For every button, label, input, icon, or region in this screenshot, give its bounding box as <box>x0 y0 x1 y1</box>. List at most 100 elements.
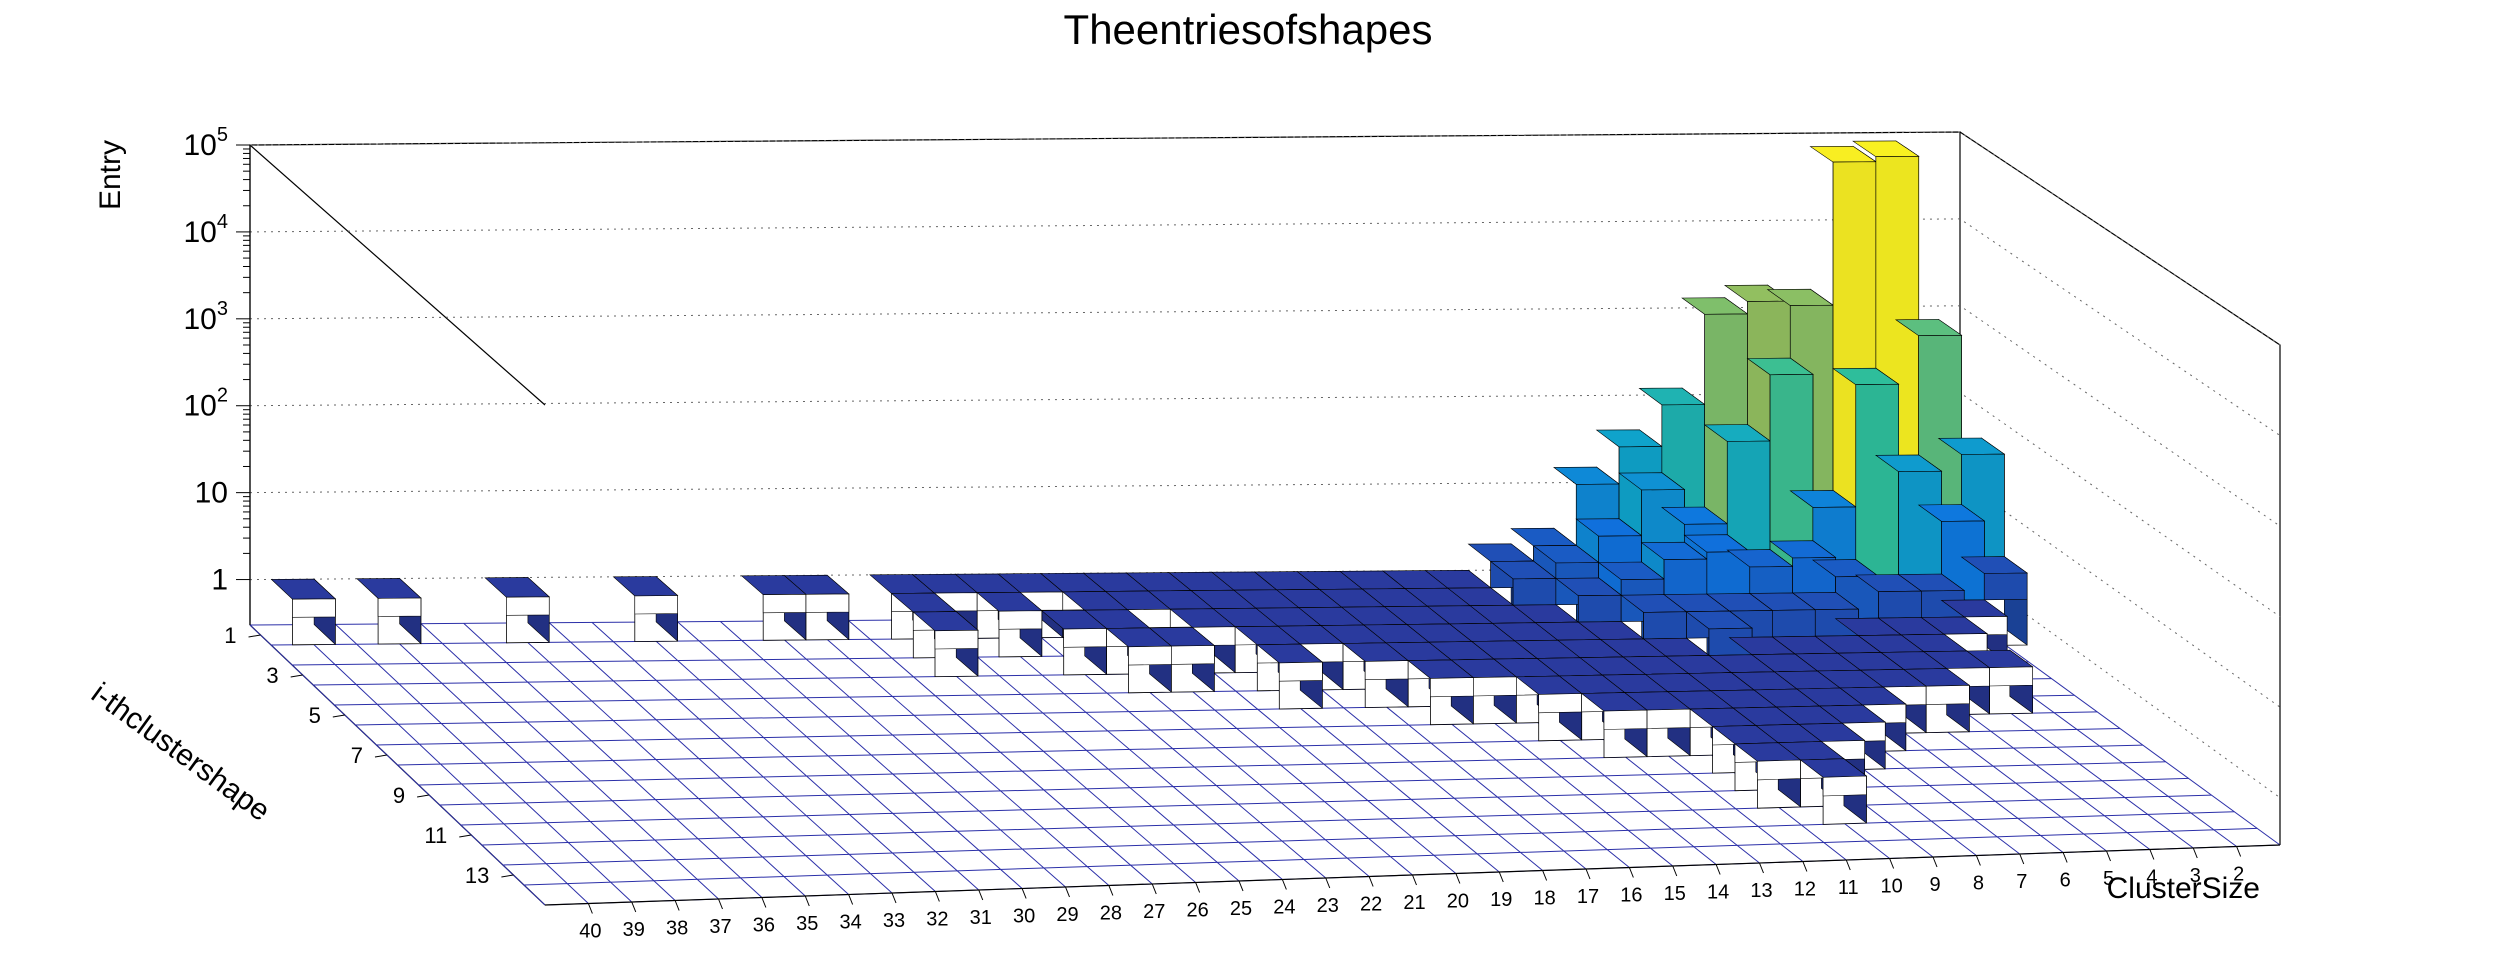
bar <box>1580 691 1648 759</box>
y-axis-title: i-thclustershape <box>85 677 276 828</box>
x-tick <box>1715 864 1721 875</box>
x-tick-label: 23 <box>1317 895 1339 917</box>
x-tick <box>1932 856 1938 868</box>
x-tick-label: 29 <box>1056 904 1078 926</box>
bar-front-fill <box>1279 661 1323 682</box>
z-tick-label: 10 <box>195 477 228 510</box>
bar-front-fill <box>1878 590 1922 619</box>
bar-top-face <box>1553 466 1620 485</box>
bar-front-fill <box>1643 611 1687 640</box>
x-tick <box>2236 846 2242 857</box>
x-tick-label: 39 <box>623 919 645 941</box>
x-tick <box>1672 865 1678 877</box>
x-tick-label: 6 <box>2060 870 2071 892</box>
bar <box>1966 649 2034 715</box>
z-tick-base: 10 <box>184 129 217 162</box>
bar <box>1040 609 1108 676</box>
z-tick-base: 1 <box>211 564 228 597</box>
x-tick <box>674 900 680 911</box>
bar-front-fill <box>1128 645 1172 666</box>
x-tick <box>804 895 810 907</box>
bar <box>270 578 337 646</box>
bar <box>912 610 979 678</box>
x-tick-label: 35 <box>796 913 818 935</box>
x-tick <box>1975 855 1981 866</box>
x-tick <box>2019 853 2025 865</box>
bar-front-fill <box>1171 645 1215 665</box>
x-tick-label: 40 <box>579 921 601 943</box>
x-tick <box>1238 880 1244 892</box>
x-tick <box>978 889 984 901</box>
y-tick <box>332 714 345 718</box>
x-tick <box>761 897 767 908</box>
x-tick <box>934 891 940 902</box>
x-tick <box>1108 885 1114 896</box>
z-tick-label: 103 <box>184 298 229 336</box>
left-wall-top-edge <box>249 144 546 406</box>
floor-line-y <box>523 827 2258 886</box>
x-tick <box>2149 849 2155 860</box>
x-tick-label: 10 <box>1881 876 1903 898</box>
floor-line-y <box>481 794 2212 846</box>
bar-front-fill <box>1578 594 1622 623</box>
bar-front-fill <box>1772 609 1816 638</box>
bar-front-fill <box>1925 684 1970 705</box>
floor-line-y <box>460 777 2189 826</box>
bar-front-fill <box>1538 693 1582 714</box>
bar-front-fill <box>377 597 422 617</box>
x-tick-label: 12 <box>1794 879 1816 901</box>
bar-top-face <box>1638 387 1706 406</box>
x-tick <box>1325 877 1331 889</box>
bar-front-fill <box>805 593 850 613</box>
x-tick <box>1498 871 1504 883</box>
x-axis-title: ClusterSize <box>2107 872 2260 905</box>
x-tick-label: 13 <box>1750 880 1772 902</box>
x-tick <box>891 892 897 904</box>
x-tick-label: 20 <box>1447 891 1469 913</box>
bar <box>1148 626 1216 693</box>
x-tick-label: 15 <box>1664 883 1686 905</box>
y-tick <box>290 674 303 678</box>
bar-front-fill <box>762 593 807 614</box>
x-tick <box>1195 882 1201 893</box>
bar <box>976 591 1043 658</box>
z-tick-base: 10 <box>184 390 217 423</box>
bar-front-fill <box>1757 759 1801 781</box>
y-tick-label: 13 <box>465 863 489 888</box>
x-tick-label: 25 <box>1230 898 1252 920</box>
bar-front-fill <box>1646 708 1691 729</box>
x-tick <box>2062 852 2068 863</box>
z-tick-base: 10 <box>184 303 217 336</box>
z-tick-label: 1 <box>211 564 228 597</box>
bar <box>612 575 679 642</box>
bar-top-face <box>1681 297 1749 315</box>
bar-top-face <box>270 578 337 600</box>
x-tick-label: 11 <box>1838 877 1859 899</box>
bar-top-face <box>612 576 679 597</box>
z-tick-label: 102 <box>184 385 229 423</box>
x-tick <box>1802 861 1808 872</box>
x-tick-label: 30 <box>1013 906 1035 928</box>
x-tick-label: 26 <box>1187 900 1209 922</box>
x-tick-label: 16 <box>1620 885 1642 907</box>
bar <box>484 576 550 644</box>
bar-front-fill <box>1364 660 1409 681</box>
right-wall-frame <box>1959 131 2281 845</box>
bar-front-fill <box>1063 628 1107 648</box>
x-tick-label: 3 <box>2190 865 2201 887</box>
bar-front-fill <box>1603 709 1648 730</box>
bar <box>1256 643 1324 710</box>
y-tick <box>459 834 472 838</box>
x-tick-label: 5 <box>2103 868 2114 890</box>
x-tick <box>1412 874 1417 886</box>
bar-front-fill <box>1989 666 2033 687</box>
y-tick <box>417 794 430 798</box>
y-tick-label: 3 <box>266 663 278 688</box>
bar-top-face <box>356 578 422 599</box>
x-tick <box>1151 883 1157 895</box>
bar-front-fill <box>506 596 550 616</box>
x-tick-label: 36 <box>753 915 775 937</box>
y-tick <box>248 634 261 638</box>
